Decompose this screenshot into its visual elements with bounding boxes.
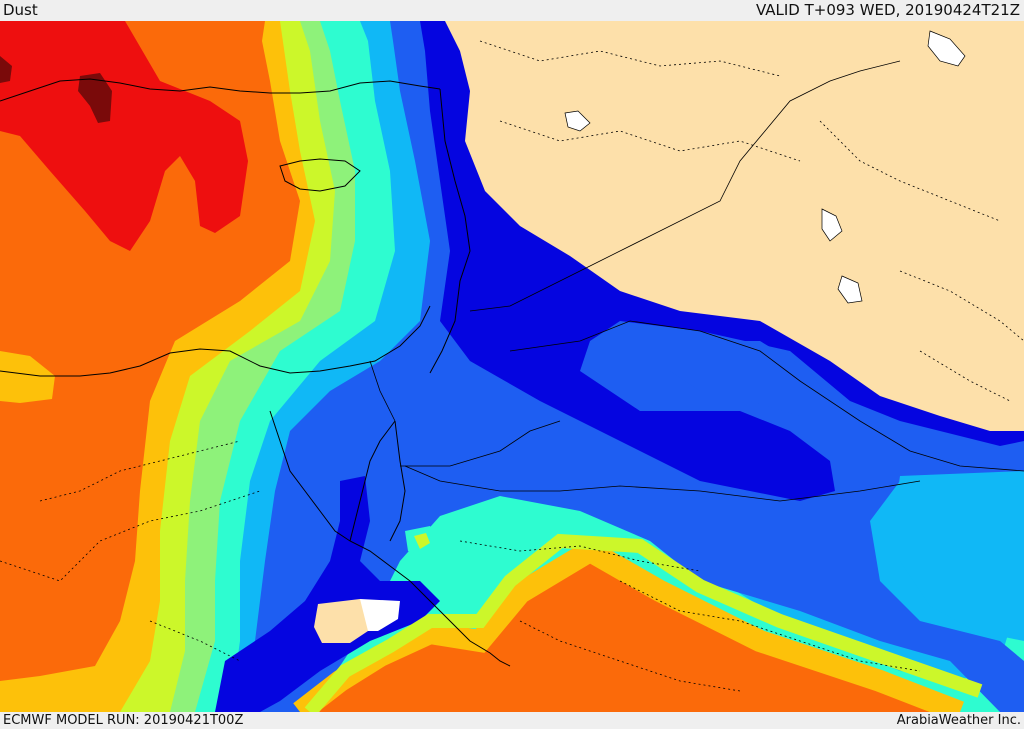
land-sinai-patch <box>314 599 372 643</box>
model-run-label: ECMWF MODEL RUN: 20190421T00Z <box>3 713 244 728</box>
band-red-west <box>0 21 248 251</box>
dust-forecast-map[interactable] <box>0 21 1024 712</box>
dark-red-spot-1 <box>78 73 112 123</box>
yellow-green-southeast-edge <box>304 533 983 712</box>
lake-1 <box>821 208 843 242</box>
lake-3 <box>927 30 966 67</box>
credit-label: ArabiaWeather Inc. <box>896 713 1021 728</box>
dark-blue-red-sea-tongue <box>215 476 440 712</box>
blue-inner-patch <box>660 341 830 416</box>
map-title: Dust <box>3 1 38 19</box>
yellow-gulf-patch <box>414 533 430 549</box>
coastlines <box>0 78 511 667</box>
header-bar: Dust VALID T+093 WED, 20190424T21Z <box>0 0 1024 21</box>
orange-southeast <box>300 551 960 712</box>
sky-blue-east-patch <box>895 471 1024 641</box>
footer-bar: ECMWF MODEL RUN: 20190421T00Z ArabiaWeat… <box>0 712 1024 729</box>
province-borders <box>0 40 1024 692</box>
valid-time-label: VALID T+093 WED, 20190424T21Z <box>755 1 1020 19</box>
lake-2 <box>837 275 863 304</box>
amber-west-patch <box>0 351 55 403</box>
country-borders <box>369 60 1024 502</box>
white-patch <box>360 599 400 631</box>
dark-red-spot-2 <box>0 56 12 83</box>
lake-4 <box>564 110 591 132</box>
map-canvas <box>0 21 1024 712</box>
